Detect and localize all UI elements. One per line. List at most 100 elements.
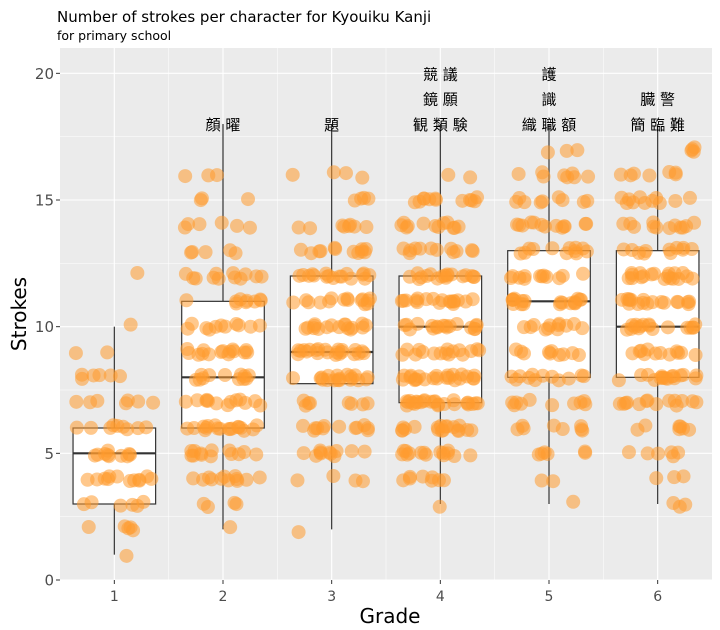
data-point — [559, 143, 574, 158]
data-point — [120, 393, 135, 408]
data-point — [81, 520, 96, 535]
data-point — [286, 295, 301, 310]
y-tick-label: 10 — [35, 318, 54, 336]
data-point — [526, 318, 541, 333]
data-point — [576, 369, 591, 384]
chart-title: Number of strokes per character for Kyou… — [57, 8, 431, 26]
data-point — [535, 194, 550, 209]
data-point — [688, 348, 703, 363]
data-point — [185, 244, 200, 259]
data-point — [192, 217, 207, 232]
data-point — [545, 241, 560, 256]
kanji-annotation: 識 — [541, 91, 556, 109]
data-point — [684, 241, 699, 256]
data-point — [412, 342, 427, 357]
data-point — [534, 473, 549, 488]
data-point — [432, 499, 447, 514]
data-point — [463, 448, 478, 463]
data-point — [249, 447, 264, 462]
data-point — [540, 145, 555, 160]
data-point — [229, 497, 244, 512]
data-point — [517, 269, 532, 284]
data-point — [576, 266, 591, 281]
data-point — [239, 472, 254, 487]
data-point — [640, 446, 655, 461]
x-tick-label: 4 — [436, 589, 445, 605]
data-point — [417, 445, 432, 460]
data-point — [624, 265, 639, 280]
data-point — [248, 394, 263, 409]
data-point — [80, 472, 95, 487]
data-point — [467, 322, 482, 337]
data-point — [642, 168, 657, 183]
data-point — [667, 371, 682, 386]
data-point — [341, 395, 356, 410]
data-point — [651, 446, 666, 461]
data-point — [355, 170, 370, 185]
data-point — [545, 369, 560, 384]
data-point — [83, 420, 98, 435]
data-point — [455, 193, 470, 208]
data-point — [411, 272, 426, 287]
data-point — [671, 295, 686, 310]
data-point — [409, 394, 424, 409]
data-point — [525, 367, 540, 382]
data-point — [438, 346, 453, 361]
data-point — [126, 523, 141, 538]
data-point — [446, 294, 461, 309]
data-point — [231, 318, 246, 333]
kanji-annotation: 顔 曜 — [206, 116, 241, 134]
data-point — [682, 294, 697, 309]
data-point — [442, 370, 457, 385]
data-point — [228, 246, 243, 261]
data-point — [679, 269, 694, 284]
kanji-annotation: 観 類 験 — [413, 116, 468, 134]
kanji-annotation: 簡 臨 難 — [630, 116, 685, 134]
data-point — [339, 266, 354, 281]
data-point — [222, 443, 237, 458]
data-point — [75, 371, 90, 386]
data-point — [357, 444, 372, 459]
data-point — [319, 269, 334, 284]
data-point — [402, 322, 417, 337]
data-point — [214, 215, 229, 230]
data-point — [396, 473, 411, 488]
data-point — [180, 421, 195, 436]
data-point — [431, 220, 446, 235]
data-point — [249, 269, 264, 284]
data-point — [224, 421, 239, 436]
data-point — [296, 418, 311, 433]
data-point — [682, 190, 697, 205]
data-point — [136, 494, 151, 509]
data-point — [509, 194, 524, 209]
data-point — [553, 295, 568, 310]
data-point — [236, 372, 251, 387]
data-point — [533, 269, 548, 284]
kanji-annotation: 題 — [324, 116, 339, 134]
data-point — [552, 271, 567, 286]
data-point — [196, 496, 211, 511]
data-point — [361, 293, 376, 308]
data-point — [120, 422, 135, 437]
kanji-annotation: 護 — [541, 65, 556, 83]
data-point — [666, 496, 681, 511]
data-point — [464, 243, 479, 258]
data-point — [689, 368, 704, 383]
data-point — [555, 193, 570, 208]
data-point — [113, 498, 128, 513]
data-point — [122, 474, 137, 489]
data-point — [549, 218, 564, 233]
x-tick-label: 5 — [545, 589, 554, 605]
data-point — [359, 220, 374, 235]
data-point — [660, 320, 675, 335]
data-point — [430, 319, 445, 334]
data-point — [326, 469, 341, 484]
data-point — [667, 470, 682, 485]
y-axis-title: Strokes — [7, 277, 31, 351]
data-point — [123, 317, 138, 332]
data-point — [660, 269, 675, 284]
x-axis-ticks: 1 2 3 4 5 6 — [110, 580, 662, 605]
data-point — [223, 520, 238, 535]
data-point — [581, 169, 596, 184]
data-point — [194, 447, 209, 462]
